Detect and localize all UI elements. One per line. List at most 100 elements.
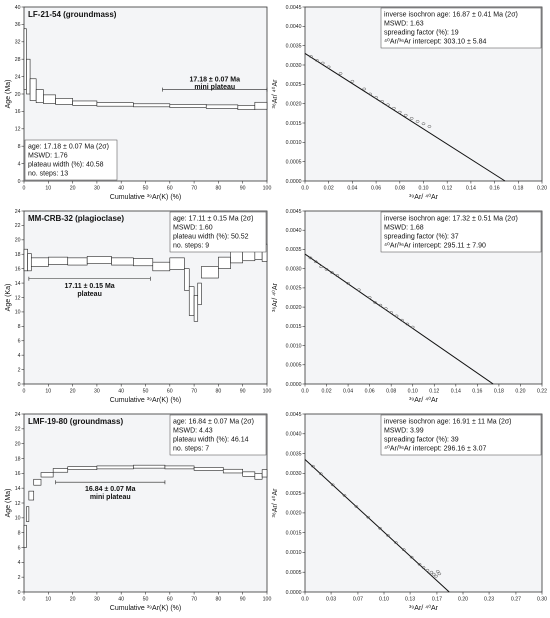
data-point (311, 464, 315, 468)
data-point (405, 322, 410, 326)
x-tick-label: 10 (45, 597, 51, 603)
y-tick-label: 0.0010 (286, 550, 302, 556)
x-tick-label: 0.22 (537, 389, 547, 395)
data-point (383, 307, 388, 310)
info-box-frame (380, 211, 542, 253)
data-point (421, 122, 426, 126)
y-tick-label: 8 (18, 144, 21, 150)
x-tick-label: 50 (143, 186, 149, 192)
info-line: plateau width (%): 46.14 (173, 437, 249, 444)
y-tick-label: 2 (18, 367, 21, 373)
age-step (26, 58, 31, 95)
y-tick-label: 0.0015 (286, 324, 302, 330)
age-step (23, 248, 28, 272)
data-point (366, 515, 371, 519)
data-point (435, 570, 440, 573)
x-tick-label: 50 (143, 597, 149, 603)
chart-panel-1: 0 10 20 30 40 50 60 70 80 90 100 0 4 8 12 16 20 24 28 32 36 4… (5, 5, 271, 201)
x-tick-label: 0.04 (343, 389, 353, 395)
info-line: inverse isochron age: 16.87 ± 0.41 Ma (2… (384, 12, 518, 19)
y-tick-label: 18 (15, 252, 21, 258)
chart-title: LF-21-54 (groundmass) (28, 10, 117, 19)
x-tick-label: 0.10 (408, 389, 418, 395)
y-tick-label: 36 (15, 22, 21, 28)
age-step (133, 103, 171, 108)
x-tick-label: 0.14 (451, 389, 461, 395)
y-tick-label: 0.0020 (286, 305, 302, 311)
y-tick-label: 28 (15, 57, 21, 63)
x-tick-label: 0 (23, 389, 26, 395)
data-point (429, 570, 434, 574)
y-tick-label: 12 (15, 295, 21, 301)
x-tick-label: 0.06 (371, 186, 381, 192)
info-line: MSWD: 4.43 (173, 428, 213, 435)
x-axis-label: Cumulative ³⁹Ar(K) (%) (110, 397, 181, 404)
age-step (242, 471, 256, 477)
x-tick-label: 0.16 (490, 186, 500, 192)
data-point (394, 541, 398, 544)
y-tick-label: 4 (18, 161, 21, 167)
y-tick-label: 12 (15, 127, 21, 133)
x-tick-label: 0.06 (365, 389, 375, 395)
data-point (324, 268, 329, 271)
x-tick-label: 0.04 (347, 186, 357, 192)
y-axis-label: Age (Ka) (5, 284, 12, 312)
data-point (386, 534, 390, 537)
y-axis-label: Age (Ma) (5, 80, 12, 109)
age-step (72, 100, 98, 106)
x-tick-label: 0.02 (321, 389, 331, 395)
info-box: age: 16.84 ± 0.07 Ma (2σ) MSWD: 4.43 plate… (169, 414, 267, 456)
data-point (309, 55, 313, 58)
y-axis-label: ³⁶Ar/ ⁴⁰Ar (271, 488, 279, 518)
age-step (169, 257, 185, 270)
x-tick-label: 30 (94, 186, 100, 192)
x-tick-label: 0.18 (513, 186, 523, 192)
info-line: spreading factor (%): 37 (384, 234, 459, 241)
info-box: inverse isochron age: 16.91 ± 11 Ma (2σ)… (380, 414, 542, 456)
y-tick-label: 20 (15, 92, 21, 98)
data-point (415, 120, 420, 123)
y-tick-label: 10 (15, 310, 21, 316)
y-tick-label: 8 (18, 530, 21, 536)
isochron-line (304, 459, 450, 593)
plateau-type-label: mini plateau (194, 84, 235, 91)
data-point (403, 113, 408, 117)
info-box: age: 17.18 ± 0.07 Ma (2σ) MSWD: 1.76 plate… (24, 139, 118, 181)
age-step (133, 464, 166, 469)
data-point (346, 281, 350, 285)
data-point (437, 572, 442, 576)
x-tick-label: 20 (70, 597, 76, 603)
x-tick-label: 100 (263, 389, 272, 395)
chart-panel-2: 0.0 0.02 0.04 0.06 0.08 0.10 0.12 0.14 0.16 0.18 0… (271, 5, 547, 201)
x-tick-label: 70 (191, 597, 197, 603)
y-tick-label: 0.0040 (286, 432, 302, 438)
y-tick-label: 0.0015 (286, 530, 302, 536)
x-tick-label: 80 (216, 186, 222, 192)
y-tick-label: 0.0035 (286, 43, 302, 49)
chart-panel-4: 0.0 0.02 0.04 0.06 0.08 0.10 0.12 0.14 0.16 0.18 0… (271, 209, 547, 404)
data-point (335, 274, 340, 277)
chart-panel-3: 0 10 20 30 40 50 60 70 80 90 100024681012141618202… (5, 209, 271, 404)
x-tick-label: 0.12 (442, 186, 452, 192)
x-tick-label: 30 (94, 597, 100, 603)
age-step (218, 256, 231, 269)
plateau-age-label: 16.84 ± 0.07 Ma (85, 486, 136, 493)
data-point (330, 271, 334, 274)
age-step (29, 78, 37, 101)
age-step (193, 467, 224, 471)
info-line: age: 17.18 ± 0.07 Ma (2σ) (28, 144, 109, 151)
y-tick-label: 18 (15, 456, 21, 462)
data-point (318, 472, 323, 476)
age-step (111, 257, 134, 266)
y-tick-label: 14 (15, 486, 21, 492)
data-point (354, 505, 359, 508)
age-step (254, 101, 268, 110)
data-point (326, 65, 331, 69)
y-tick-label: 0.0045 (286, 412, 302, 418)
data-point (434, 574, 438, 578)
y-tick-label: 10 (15, 516, 21, 522)
data-point (330, 483, 335, 487)
y-tick-label: 0.0000 (286, 590, 302, 596)
data-point (319, 265, 324, 269)
